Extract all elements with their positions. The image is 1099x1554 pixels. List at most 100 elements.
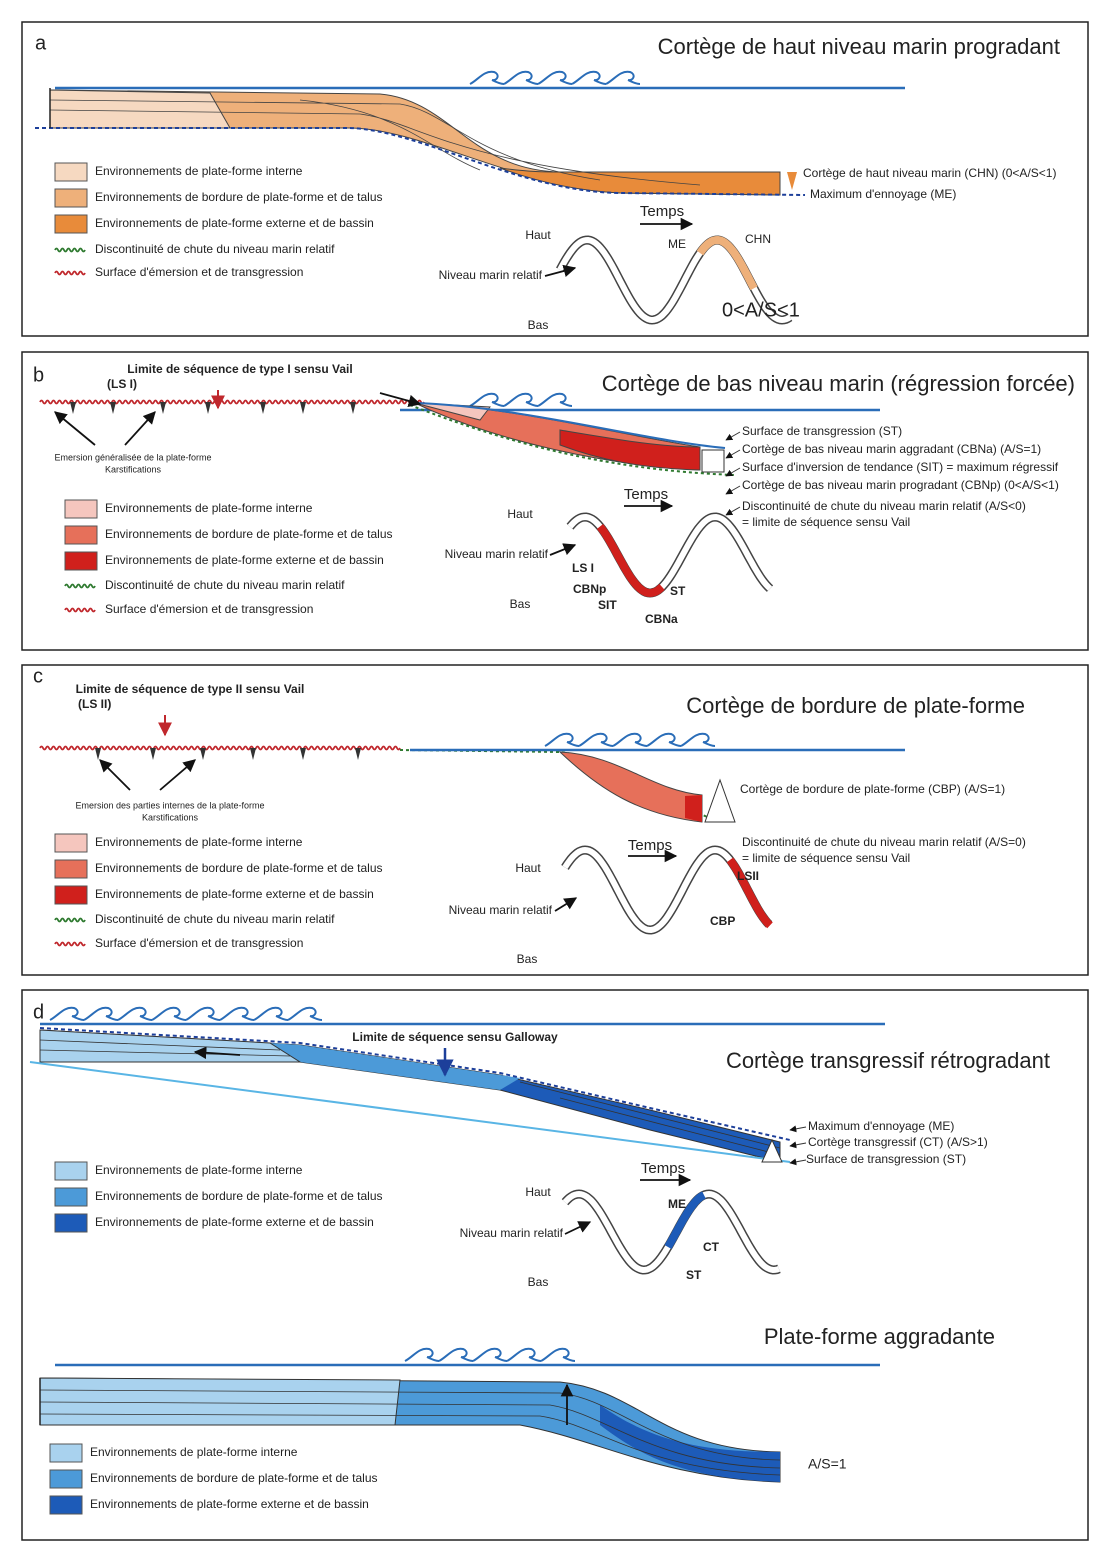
annotations: Cortège de haut niveau marin (CHN) (0<A/… bbox=[803, 166, 1056, 180]
title: Cortège de bordure de plate-forme bbox=[686, 693, 1025, 718]
legend-swatch bbox=[55, 215, 87, 233]
karst bbox=[70, 402, 76, 414]
curve-low: Bas bbox=[528, 1275, 549, 1289]
body: a Cortège de haut niveau marin progradant… bbox=[0, 0, 1099, 1554]
emersion: Karstifications bbox=[105, 464, 162, 474]
annotation-pointer bbox=[726, 432, 740, 440]
title: Plate-forme aggradante bbox=[764, 1324, 995, 1349]
curve-labels: CBNa bbox=[645, 612, 678, 626]
legend-swatch bbox=[65, 552, 97, 570]
legend: Environnements de plate-forme externe et… bbox=[95, 1215, 374, 1229]
legend-swatch bbox=[65, 526, 97, 544]
legend: Environnements de bordure de plate-forme… bbox=[95, 1189, 383, 1203]
annotations: Cortège transgressif (CT) (A/S>1) bbox=[808, 1135, 988, 1149]
emersion: Emersion des parties internes de la plat… bbox=[75, 800, 264, 810]
emersion: Emersion généralisée de la plate-forme bbox=[54, 452, 211, 462]
annotations: Cortège de bas niveau marin aggradant (C… bbox=[742, 442, 1041, 456]
curve-labels: ST bbox=[670, 584, 686, 598]
boundary: Limite de séquence de type I sensu Vail bbox=[127, 362, 352, 376]
legend: Surface d'émersion et de transgression bbox=[95, 936, 303, 950]
legend-line bbox=[55, 272, 85, 275]
legend-swatch bbox=[55, 860, 87, 878]
karst bbox=[300, 402, 306, 414]
annotations: Cortège de bas niveau marin progradant (… bbox=[742, 478, 1059, 492]
letter: c bbox=[33, 665, 43, 687]
karst bbox=[350, 402, 356, 414]
curve-low: Bas bbox=[517, 952, 538, 966]
curve-labels: ME bbox=[668, 1197, 686, 1211]
curve-pointer bbox=[555, 898, 576, 911]
curve-labels: CBNp bbox=[573, 582, 606, 596]
figure: a Cortège de haut niveau marin progradant… bbox=[0, 0, 1099, 1554]
annotation-pointer bbox=[790, 1143, 806, 1146]
karst bbox=[300, 748, 306, 760]
letter: d bbox=[33, 1001, 44, 1023]
annotations: Surface de transgression (ST) bbox=[806, 1152, 966, 1166]
karst bbox=[160, 402, 166, 414]
karst bbox=[205, 402, 211, 414]
basin-environment bbox=[685, 795, 702, 822]
legend: Surface d'émersion et de transgression bbox=[105, 602, 313, 616]
shelf-margin-tract bbox=[705, 780, 735, 822]
curve-labels: CBP bbox=[710, 914, 735, 928]
title: Cortège de haut niveau marin progradant bbox=[658, 34, 1060, 59]
legend-swatch bbox=[55, 189, 87, 207]
curve-time: Temps bbox=[641, 1160, 685, 1177]
inner-platform-environment bbox=[40, 1030, 300, 1062]
ratio: 0<A/S<1 bbox=[722, 299, 800, 321]
karst bbox=[150, 748, 156, 760]
curve-time: Temps bbox=[628, 837, 672, 854]
legend-swatch bbox=[55, 1162, 87, 1180]
legend: Environnements de bordure de plate-forme… bbox=[105, 527, 393, 541]
annotations: Cortège de bordure de plate-forme (CBP) … bbox=[740, 782, 1005, 796]
curve-axis: Niveau marin relatif bbox=[449, 903, 553, 917]
curve-labels: ME bbox=[668, 237, 686, 251]
curve-labels: SIT bbox=[598, 598, 617, 612]
legend-swatch bbox=[50, 1496, 82, 1514]
curve-low: Bas bbox=[510, 597, 531, 611]
curve-labels: LSII bbox=[737, 869, 759, 883]
annotations: = limite de séquence sensu Vail bbox=[742, 515, 910, 529]
legend-line bbox=[65, 609, 95, 612]
legend: Environnements de plate-forme interne bbox=[95, 164, 303, 178]
letter: a bbox=[35, 32, 47, 54]
annotation-pointer bbox=[726, 507, 740, 515]
karst bbox=[260, 402, 266, 414]
legend-swatch bbox=[55, 1188, 87, 1206]
boundary: Limite de séquence sensu Galloway bbox=[352, 1030, 558, 1044]
wave bbox=[470, 72, 640, 84]
curve-pointer bbox=[565, 1222, 590, 1234]
legend: Environnements de bordure de plate-forme… bbox=[95, 190, 383, 204]
curve-labels: CT bbox=[703, 1240, 720, 1254]
annotations: Maximum d'ennoyage (ME) bbox=[808, 1119, 954, 1133]
curve-pointer bbox=[550, 545, 575, 555]
curve-high: Haut bbox=[515, 861, 541, 875]
legend-line bbox=[55, 943, 85, 946]
karst bbox=[200, 748, 206, 760]
annotations: = limite de séquence sensu Vail bbox=[742, 851, 910, 865]
letter: b bbox=[33, 364, 44, 386]
annotation-pointer bbox=[726, 486, 740, 494]
aggrading-tract bbox=[702, 450, 724, 472]
legend: Environnements de plate-forme interne bbox=[95, 835, 303, 849]
legend: Environnements de plate-forme interne bbox=[90, 1445, 298, 1459]
legend: Discontinuité de chute du niveau marin r… bbox=[95, 912, 335, 926]
legend: Discontinuité de chute du niveau marin r… bbox=[95, 242, 335, 256]
curve-high: Haut bbox=[525, 1185, 551, 1199]
emersion-surface bbox=[40, 747, 400, 750]
legend-swatch bbox=[65, 500, 97, 518]
karst bbox=[95, 748, 101, 760]
legend: Environnements de plate-forme interne bbox=[105, 501, 313, 515]
legend: Environnements de plate-forme externe et… bbox=[95, 216, 374, 230]
curve-axis: Niveau marin relatif bbox=[439, 268, 543, 282]
legend-swatch bbox=[55, 163, 87, 181]
curve-high: Haut bbox=[507, 507, 533, 521]
karst-arrow bbox=[55, 412, 95, 445]
emersion-surface bbox=[40, 401, 424, 404]
systems-tract-marker bbox=[787, 172, 797, 190]
inner-platform-environment bbox=[50, 90, 230, 128]
legend: Environnements de plate-forme externe et… bbox=[95, 887, 374, 901]
legend: Environnements de plate-forme externe et… bbox=[90, 1497, 369, 1511]
annotations: Surface d'inversion de tendance (SIT) = … bbox=[742, 460, 1059, 474]
legend-line bbox=[55, 919, 85, 922]
